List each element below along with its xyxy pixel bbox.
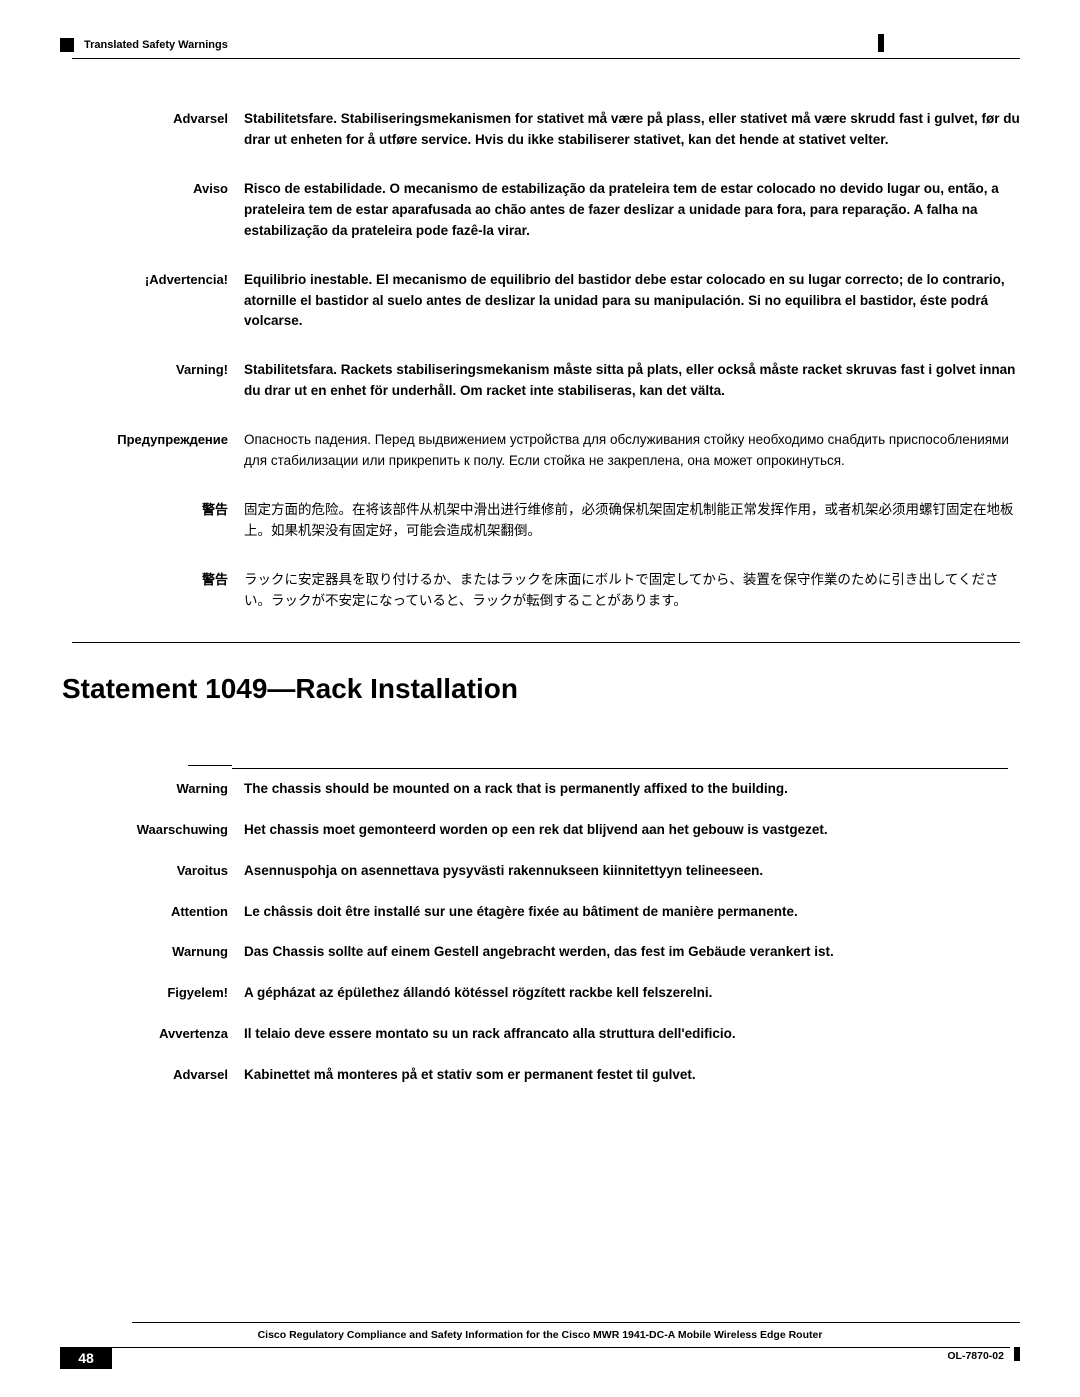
warning-row: Varning! Stabilitetsfara. Rackets stabil… xyxy=(72,360,1020,402)
page-number: 48 xyxy=(60,1347,112,1369)
warning-row: Figyelem! A gépházat az épülethez álland… xyxy=(72,983,1020,1004)
page-header: Translated Safety Warnings xyxy=(60,38,1020,52)
warning-text: The chassis should be mounted on a rack … xyxy=(244,779,1020,800)
warning-text: Il telaio deve essere montato su un rack… xyxy=(244,1024,1020,1045)
warning-label: 警告 xyxy=(72,570,244,612)
warning-label: Warning xyxy=(72,779,244,800)
warning-row: Предупреждение Опасность падения. Перед … xyxy=(72,430,1020,472)
warning-text: Das Chassis sollte auf einem Gestell ang… xyxy=(244,942,1020,963)
footer-rule xyxy=(132,1322,1020,1323)
warning-row: ¡Advertencia! Equilibrio inestable. El m… xyxy=(72,270,1020,333)
warning-row: Attention Le châssis doit être installé … xyxy=(72,902,1020,923)
warning-label: Предупреждение xyxy=(72,430,244,472)
warning-label: Varning! xyxy=(72,360,244,402)
warning-text: Risco de estabilidade. O mecanismo de es… xyxy=(244,179,1020,242)
warning-label: Advarsel xyxy=(72,1065,244,1086)
warning-label: Aviso xyxy=(72,179,244,242)
footer-line: OL-7870-02 xyxy=(112,1347,1010,1369)
warning-text: ラックに安定器具を取り付けるか、またはラックを床面にボルトで固定してから、装置を… xyxy=(244,570,1020,612)
warning-row: Aviso Risco de estabilidade. O mecanismo… xyxy=(72,179,1020,242)
warning-text: Опасность падения. Перед выдвижением уст… xyxy=(244,430,1020,472)
footer-bottom-row: 48 OL-7870-02 xyxy=(60,1347,1020,1369)
header-section-label: Translated Safety Warnings xyxy=(84,39,228,51)
warning-label: Figyelem! xyxy=(72,983,244,1004)
warning-label-underline xyxy=(188,765,232,766)
warning-text: A gépházat az épülethez állandó kötéssel… xyxy=(244,983,1020,1004)
section-divider xyxy=(72,642,1020,643)
warning-label: Varoitus xyxy=(72,861,244,882)
warning-label: Warnung xyxy=(72,942,244,963)
header-rule xyxy=(72,58,1020,59)
warning-text: Kabinettet må monteres på et stativ som … xyxy=(244,1065,1020,1086)
crop-mark-footer xyxy=(1014,1347,1020,1361)
header-bullet-icon xyxy=(60,38,74,52)
document-page: Translated Safety Warnings Advarsel Stab… xyxy=(0,0,1080,1397)
warning-text: Het chassis moet gemonteerd worden op ee… xyxy=(244,820,1020,841)
warning-text: Le châssis doit être installé sur une ét… xyxy=(244,902,1020,923)
warning-text: Stabilitetsfara. Rackets stabiliseringsm… xyxy=(244,360,1020,402)
warning-row: Waarschuwing Het chassis moet gemonteerd… xyxy=(72,820,1020,841)
warning-row: Advarsel Kabinettet må monteres på et st… xyxy=(72,1065,1020,1086)
warning-label: Attention xyxy=(72,902,244,923)
warning-top-rule xyxy=(232,768,1008,769)
warning-text: 固定方面的危险。在将该部件从机架中滑出进行维修前，必须确保机架固定机制能正常发挥… xyxy=(244,500,1020,542)
warning-label: ¡Advertencia! xyxy=(72,270,244,333)
warning-row: 警告 固定方面的危险。在将该部件从机架中滑出进行维修前，必须确保机架固定机制能正… xyxy=(72,500,1020,542)
warning-row: Advarsel Stabilitetsfare. Stabiliserings… xyxy=(72,109,1020,151)
warning-row: Warning The chassis should be mounted on… xyxy=(72,779,1020,800)
warning-label: Avvertenza xyxy=(72,1024,244,1045)
footer-doc-title: Cisco Regulatory Compliance and Safety I… xyxy=(60,1329,1020,1341)
warnings-block-bottom: Warning The chassis should be mounted on… xyxy=(72,779,1020,1086)
warning-row: 警告 ラックに安定器具を取り付けるか、またはラックを床面にボルトで固定してから、… xyxy=(72,570,1020,612)
warning-row: Warnung Das Chassis sollte auf einem Ges… xyxy=(72,942,1020,963)
warning-text: Asennuspohja on asennettava pysyvästi ra… xyxy=(244,861,1020,882)
warning-label: 警告 xyxy=(72,500,244,542)
warnings-block-top: Advarsel Stabilitetsfare. Stabiliserings… xyxy=(72,109,1020,612)
footer-doc-id: OL-7870-02 xyxy=(947,1350,1004,1362)
warning-label: Advarsel xyxy=(72,109,244,151)
warning-row: Avvertenza Il telaio deve essere montato… xyxy=(72,1024,1020,1045)
crop-mark-right xyxy=(878,34,884,52)
warning-label: Waarschuwing xyxy=(72,820,244,841)
warning-text: Stabilitetsfare. Stabiliseringsmekanisme… xyxy=(244,109,1020,151)
warning-row: Varoitus Asennuspohja on asennettava pys… xyxy=(72,861,1020,882)
page-footer: Cisco Regulatory Compliance and Safety I… xyxy=(60,1322,1020,1369)
section-title: Statement 1049—Rack Installation xyxy=(60,673,1020,705)
warning-text: Equilibrio inestable. El mecanismo de eq… xyxy=(244,270,1020,333)
